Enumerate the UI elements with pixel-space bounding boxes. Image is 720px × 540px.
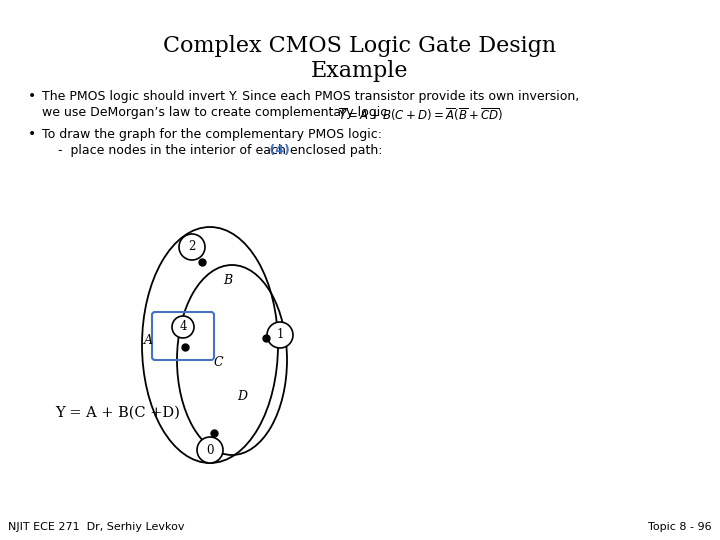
Text: 4: 4 [179, 321, 186, 334]
Text: •: • [28, 128, 36, 142]
Text: The PMOS logic should invert Y. Since each PMOS transistor provide its own inver: The PMOS logic should invert Y. Since ea… [42, 90, 580, 103]
Text: •: • [28, 90, 36, 104]
Text: Complex CMOS Logic Gate Design
Example: Complex CMOS Logic Gate Design Example [163, 35, 557, 83]
Circle shape [197, 437, 223, 463]
Circle shape [172, 316, 194, 338]
Text: -  place nodes in the interior of each enclosed path:: - place nodes in the interior of each en… [42, 144, 382, 157]
Text: we use DeMorgan’s law to create complementary logic:: we use DeMorgan’s law to create compleme… [42, 106, 392, 119]
Text: 1: 1 [276, 328, 284, 341]
Text: A: A [143, 334, 153, 347]
Circle shape [267, 322, 293, 348]
Text: $\overline{Y} = A + B(C + D) = \overline{A}(\overline{B} + \overline{CD})$: $\overline{Y} = A + B(C + D) = \overline… [338, 106, 503, 123]
Text: Y = A + B(C +D): Y = A + B(C +D) [55, 406, 180, 420]
Text: 0: 0 [206, 443, 214, 456]
Circle shape [179, 234, 205, 260]
Text: C: C [213, 356, 222, 369]
Text: 2: 2 [189, 240, 196, 253]
Text: Topic 8 - 96: Topic 8 - 96 [649, 522, 712, 532]
Text: B: B [223, 273, 233, 287]
Text: NJIT ECE 271  Dr, Serhiy Levkov: NJIT ECE 271 Dr, Serhiy Levkov [8, 522, 184, 532]
Text: D: D [237, 390, 247, 403]
Text: (4): (4) [265, 144, 290, 157]
Text: To draw the graph for the complementary PMOS logic:: To draw the graph for the complementary … [42, 128, 382, 141]
